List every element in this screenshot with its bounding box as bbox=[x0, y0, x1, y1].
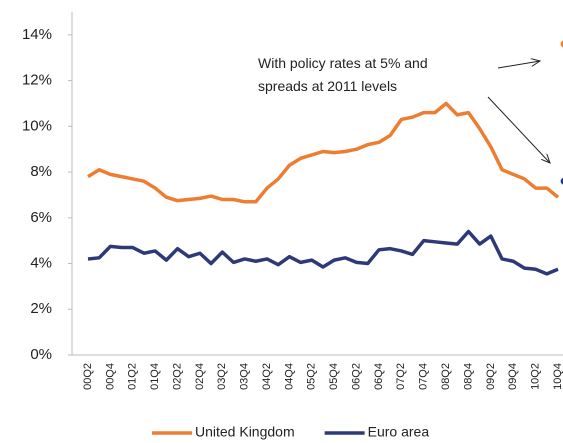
series-line bbox=[87, 229, 559, 276]
x-tick-label: 07Q2 bbox=[395, 363, 407, 390]
y-tick-label: 12% bbox=[22, 72, 52, 89]
x-tick-label: 00Q4 bbox=[104, 363, 116, 390]
x-tick-label: 02Q2 bbox=[171, 363, 183, 390]
x-tick-label: 03Q2 bbox=[216, 363, 228, 390]
x-tick-label: 07Q4 bbox=[418, 363, 430, 390]
series-line bbox=[87, 101, 560, 204]
x-tick-label: 06Q2 bbox=[350, 363, 362, 390]
annotation: spreads at 2011 levels bbox=[258, 78, 397, 94]
legend-label: Euro area bbox=[368, 424, 430, 440]
x-tick-label: 10Q4 bbox=[552, 363, 563, 390]
legend-label: United Kingdom bbox=[195, 424, 295, 440]
annotation-arrow bbox=[497, 61, 540, 69]
x-tick-label: 05Q4 bbox=[328, 363, 340, 390]
x-tick-label: 09Q4 bbox=[507, 363, 519, 390]
x-tick-label: 03Q4 bbox=[239, 363, 251, 390]
y-tick-label: 8% bbox=[30, 163, 52, 180]
scenario-point bbox=[560, 177, 563, 185]
scenario-point bbox=[560, 40, 563, 48]
x-tick-label: 02Q4 bbox=[194, 363, 206, 390]
x-tick-label: 04Q2 bbox=[261, 363, 273, 390]
y-tick-label: 0% bbox=[30, 346, 52, 363]
y-tick-label: 14% bbox=[22, 26, 52, 43]
x-tick-label: 04Q4 bbox=[283, 363, 295, 390]
y-tick-label: 2% bbox=[30, 300, 52, 317]
y-tick-label: 4% bbox=[30, 255, 52, 272]
x-tick-label: 06Q4 bbox=[373, 363, 385, 390]
y-tick-label: 10% bbox=[22, 117, 52, 134]
x-tick-label: 05Q2 bbox=[306, 363, 318, 390]
annotation-arrow bbox=[487, 96, 550, 163]
x-tick-label: 08Q4 bbox=[462, 363, 474, 390]
y-tick-label: 6% bbox=[30, 209, 52, 226]
annotation: With policy rates at 5% and bbox=[258, 55, 428, 71]
x-tick-label: 08Q2 bbox=[440, 363, 452, 390]
x-tick-label: 09Q2 bbox=[485, 363, 497, 390]
x-tick-label: 10Q2 bbox=[530, 363, 542, 390]
x-tick-label: 01Q4 bbox=[149, 363, 161, 390]
x-tick-label: 01Q2 bbox=[127, 363, 139, 390]
x-tick-label: 00Q2 bbox=[82, 363, 94, 390]
